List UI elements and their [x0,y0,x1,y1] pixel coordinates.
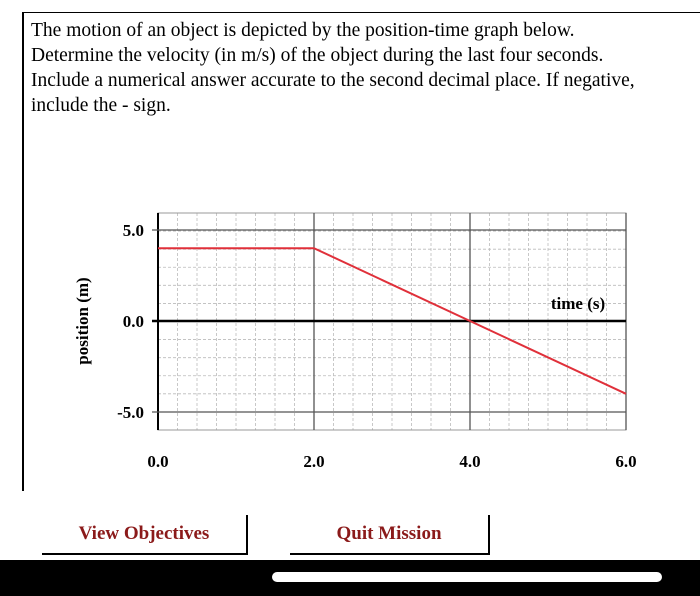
x-tick-label: 2.0 [303,452,324,471]
position-series-line [158,247,627,395]
view-objectives-button[interactable]: View Objectives [42,515,248,555]
x-tick-label: 4.0 [459,452,480,471]
x-tick-label: 6.0 [615,452,636,471]
problem-frame [22,12,700,491]
home-indicator[interactable] [272,572,662,582]
y-tick-label: 0.0 [123,312,144,331]
y-tick-label: -5.0 [117,403,144,422]
question-line: The motion of an object is depicted by t… [31,20,575,41]
question-text: The motion of an object is depicted by t… [31,18,691,118]
problem-panel: The motion of an object is depicted by t… [0,0,700,560]
question-line: include the - sign. [31,95,171,116]
x-tick-label: 0.0 [147,452,168,471]
x-axis-label: time (s) [551,294,605,313]
y-axis-label: position (m) [73,277,92,364]
quit-mission-button[interactable]: Quit Mission [290,515,490,555]
question-line: Include a numerical answer accurate to t… [31,70,635,91]
question-line: Determine the velocity (in m/s) of the o… [31,45,604,66]
y-tick-label: 5.0 [123,221,144,240]
position-time-chart: 0.0 2.0 4.0 6.0 5.0 0.0 -5.0 time (s) position (… [73,212,637,471]
